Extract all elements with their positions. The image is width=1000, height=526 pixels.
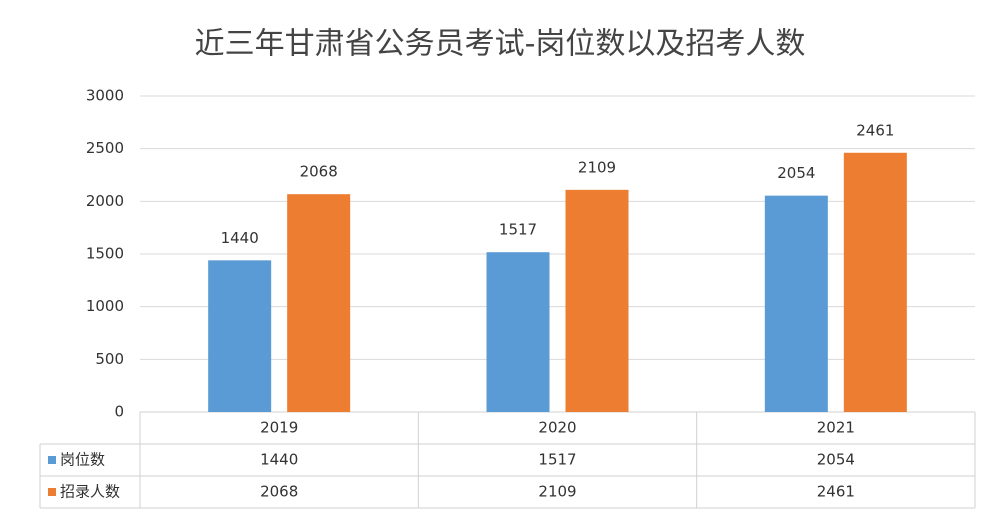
x-tick-label: 2019 (260, 419, 298, 437)
y-tick-label: 500 (95, 350, 124, 368)
bar (486, 252, 550, 412)
bar (764, 195, 828, 412)
bar (287, 194, 351, 412)
table-value: 2461 (817, 483, 855, 501)
y-tick-label: 3000 (86, 87, 124, 105)
chart-title: 近三年甘肃省公务员考试-岗位数以及招考人数 (195, 27, 806, 62)
legend-key (48, 456, 56, 464)
y-tick-label: 2000 (86, 192, 124, 210)
bar (208, 260, 272, 412)
table-value: 1517 (538, 451, 576, 469)
bar (565, 189, 629, 412)
y-tick-label: 1000 (86, 297, 124, 315)
table-value: 1440 (260, 451, 298, 469)
y-tick-label: 2500 (86, 139, 124, 157)
data-label: 2109 (578, 158, 616, 176)
table-value: 2109 (538, 483, 576, 501)
legend-label: 岗位数 (60, 451, 105, 469)
table-value: 2054 (817, 451, 855, 469)
bar (843, 152, 907, 413)
table-value: 2068 (260, 483, 298, 501)
data-label: 2461 (856, 121, 894, 139)
data-label: 2068 (300, 163, 338, 181)
legend-key (48, 488, 56, 496)
data-label: 1440 (221, 229, 259, 247)
x-tick-label: 2020 (538, 419, 576, 437)
x-tick-label: 2021 (817, 419, 855, 437)
legend-label: 招录人数 (60, 483, 120, 501)
data-label: 1517 (499, 221, 537, 239)
y-tick-label: 1500 (86, 245, 124, 263)
y-tick-label: 0 (114, 403, 124, 421)
data-label: 2054 (777, 164, 815, 182)
